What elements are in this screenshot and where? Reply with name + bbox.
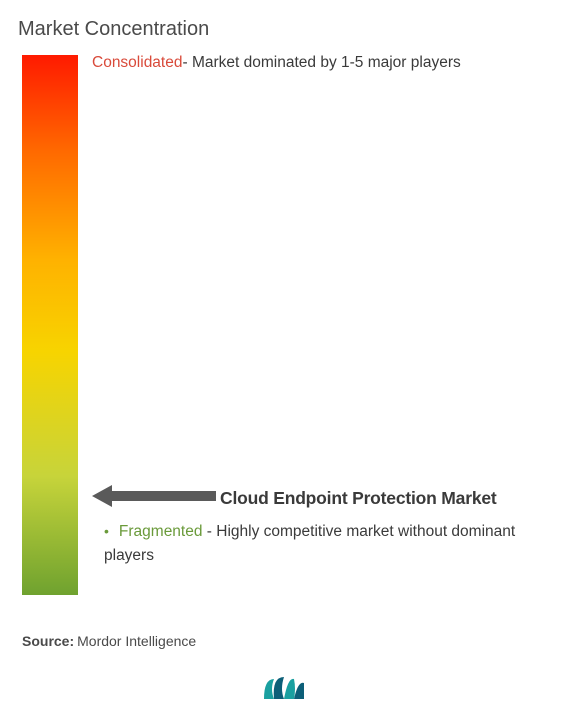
- source-attribution: Source:Mordor Intelligence: [22, 633, 556, 649]
- labels-column: Consolidated- Market dominated by 1-5 ma…: [78, 55, 556, 595]
- concentration-gradient-bar: [22, 55, 78, 595]
- market-indicator: Cloud Endpoint Protection Market • Fragme…: [92, 485, 556, 568]
- arrow-row: Cloud Endpoint Protection Market: [92, 485, 556, 512]
- consolidated-label: Consolidated- Market dominated by 1-5 ma…: [92, 53, 556, 73]
- arrow-left-icon: [92, 485, 216, 512]
- fragmented-label: •Fragmented - Highly competitive market …: [92, 520, 556, 568]
- market-name: Cloud Endpoint Protection Market: [220, 488, 497, 509]
- main-content: Consolidated- Market dominated by 1-5 ma…: [22, 55, 556, 595]
- brand-logo: [0, 673, 568, 706]
- source-value: Mordor Intelligence: [77, 633, 196, 649]
- source-label: Source:: [22, 633, 74, 649]
- consolidated-desc: - Market dominated by 1-5 major players: [182, 54, 460, 71]
- fragmented-term: Fragmented: [119, 523, 203, 540]
- bullet-icon: •: [104, 523, 109, 539]
- consolidated-term: Consolidated: [92, 54, 182, 71]
- page-title: Market Concentration: [18, 18, 556, 41]
